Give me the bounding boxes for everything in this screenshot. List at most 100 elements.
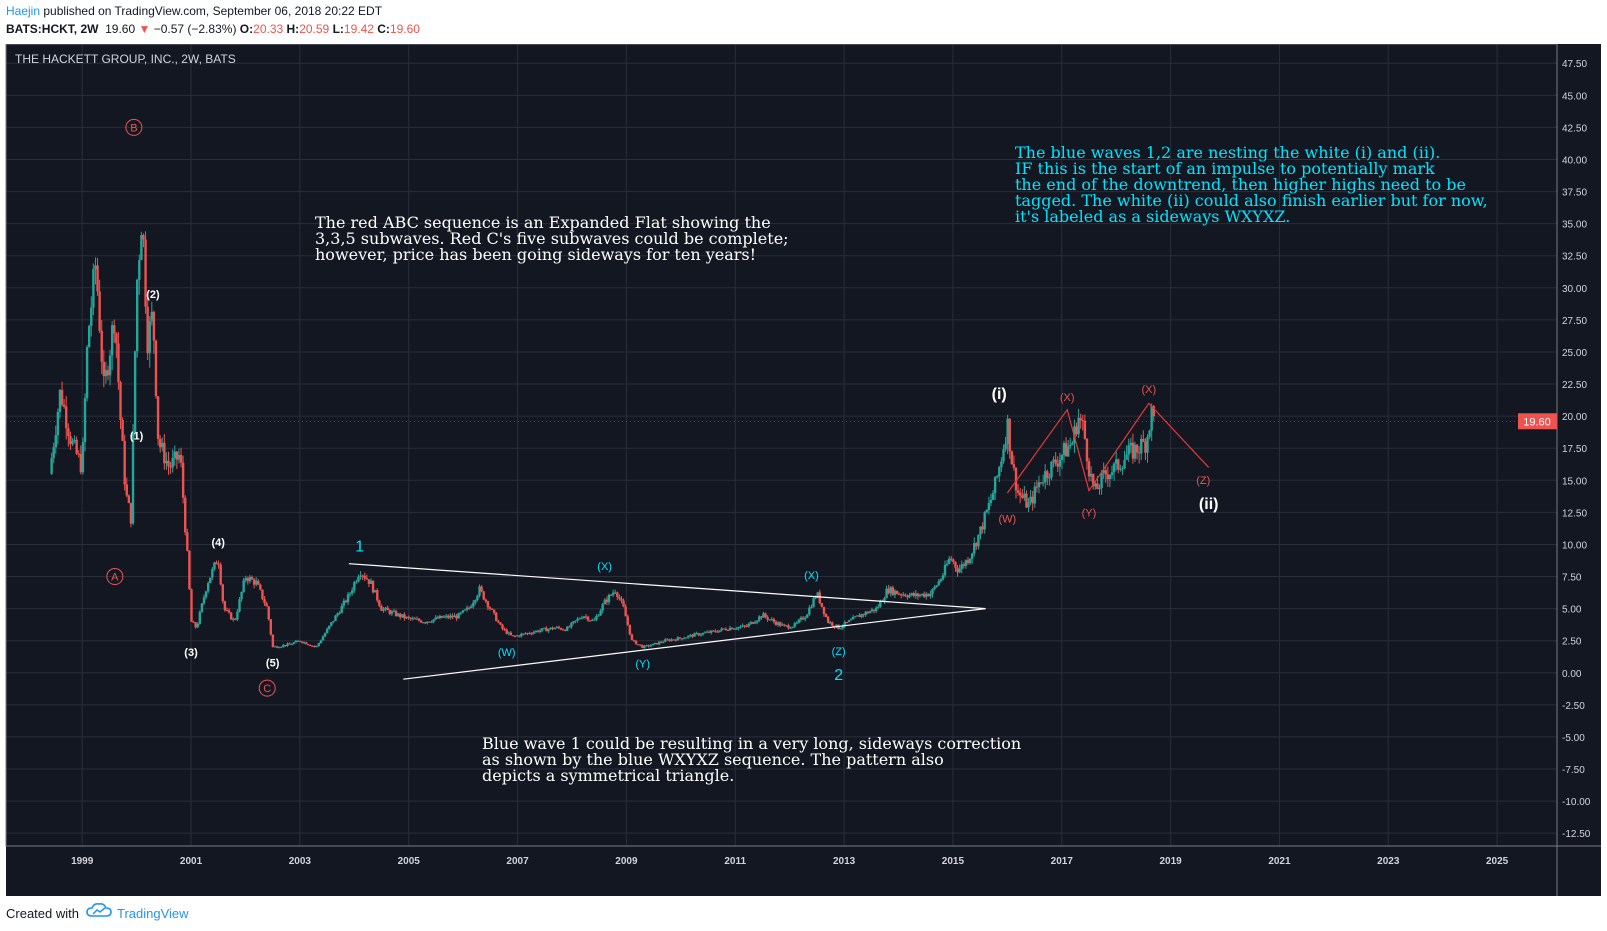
candle-body (678, 637, 682, 639)
candle-body (987, 503, 991, 511)
candle-body (705, 631, 709, 633)
candle-body (515, 635, 519, 637)
candle-body (618, 597, 621, 599)
candle-body (536, 630, 540, 632)
candle-body (261, 589, 264, 600)
candle-body (192, 621, 195, 623)
candle-body (732, 628, 736, 630)
candle-body (229, 612, 233, 620)
candle-body (964, 560, 968, 566)
candle-body (1085, 438, 1089, 462)
tradingview-link[interactable]: TradingView (117, 906, 189, 921)
candle-body (1023, 493, 1026, 498)
candle-body (259, 584, 262, 590)
candle-body (714, 630, 717, 632)
candle-body (1002, 449, 1005, 462)
candle-body (1018, 492, 1022, 496)
candle-body (730, 627, 734, 630)
candle-body (453, 615, 456, 618)
candle-body (461, 610, 465, 613)
candle-body (388, 610, 391, 614)
candle-body (307, 644, 310, 646)
candle-body (540, 628, 544, 631)
candle-body (973, 543, 976, 554)
x-tick-label: 2011 (724, 856, 746, 867)
chart-panel (6, 44, 1601, 896)
candle-body (344, 600, 348, 603)
candle-body (655, 642, 659, 645)
candle-body (328, 625, 331, 629)
candle-body (543, 627, 546, 629)
candle-body (722, 628, 725, 630)
candle-body (311, 645, 314, 647)
author-link[interactable]: Haejin (6, 4, 41, 18)
candle-body (1144, 441, 1147, 453)
candle-body (595, 616, 598, 620)
wave-label: 1 (355, 538, 364, 555)
candle-body (603, 599, 606, 605)
candle-body (797, 619, 801, 623)
candle-body (1104, 470, 1107, 475)
time-axis[interactable]: 1999 2001 2003 2005 2007 2009 2011 2013 2015 2017… (71, 856, 1509, 867)
candle-body (426, 621, 429, 623)
wave-label: (W) (998, 514, 1016, 526)
candle-body (545, 627, 548, 632)
candle-body (444, 615, 448, 617)
candle-body (820, 602, 824, 607)
candle-body (492, 609, 496, 613)
candle-body (912, 593, 915, 597)
candle-body (438, 615, 442, 619)
candle-body (138, 260, 141, 280)
candle-body (232, 618, 235, 620)
candle-body (576, 618, 579, 621)
y-tick-label: 20.00 (1562, 412, 1587, 423)
candle-body (1081, 420, 1084, 422)
candle-body (451, 615, 454, 618)
x-tick-label: 2019 (1159, 856, 1182, 867)
candle-body (943, 564, 947, 576)
candle-body (236, 611, 239, 620)
candle-body (484, 599, 487, 602)
candle-body (184, 497, 187, 533)
candle-body (801, 617, 805, 620)
candle-body (981, 526, 984, 530)
candle-body (386, 607, 389, 611)
candle-body (1089, 473, 1093, 477)
y-tick-label: 32.50 (1562, 252, 1587, 263)
y-tick-label: 47.50 (1562, 59, 1587, 70)
candle-body (396, 613, 400, 617)
candle-body (154, 340, 158, 397)
candle-body (511, 635, 515, 637)
candle-body (826, 616, 830, 623)
footer: Created with TradingView (0, 896, 1607, 931)
candle-body (526, 632, 529, 634)
candle-body (432, 619, 435, 622)
candle-body (772, 619, 776, 622)
candle-body (622, 600, 625, 607)
x-tick-label: 2013 (833, 856, 856, 867)
y-tick-label: 12.50 (1562, 508, 1587, 519)
candle-body (885, 588, 888, 599)
candle-body (284, 645, 287, 647)
candle-body (495, 612, 498, 622)
candle-body (1046, 471, 1049, 479)
price-chart[interactable]: 47.50 45.00 42.50 40.00 37.50 35.00 32.50 30.00… (0, 44, 1607, 896)
candle-body (528, 632, 531, 634)
candle-body (409, 617, 412, 619)
candle-body (795, 622, 799, 624)
candle-body (908, 594, 911, 598)
candle-body (1033, 486, 1036, 504)
wave-label: (ii) (1199, 496, 1219, 513)
candle-body (367, 579, 371, 584)
candles (50, 231, 1155, 649)
price-axis[interactable]: 47.50 45.00 42.50 40.00 37.50 35.00 32.50 30.00… (1562, 59, 1591, 840)
candle-body (651, 643, 654, 646)
x-tick-label: 2007 (506, 856, 529, 867)
candle-body (79, 454, 83, 473)
candle-body (572, 621, 575, 623)
candle-body (246, 578, 250, 582)
candle-body (522, 633, 525, 635)
candle-body (695, 633, 698, 635)
candle-body (1127, 445, 1130, 455)
candle-body (666, 639, 669, 641)
